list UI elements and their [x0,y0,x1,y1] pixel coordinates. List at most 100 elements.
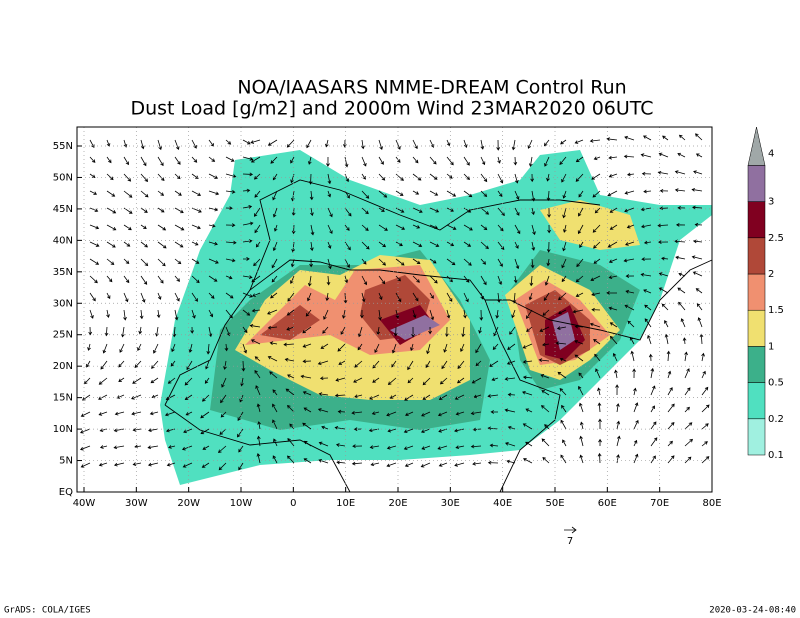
wind-arrow [242,172,254,177]
wind-arrow [547,207,551,218]
wind-arrow [562,207,567,219]
lat-label: 50N [53,172,73,183]
wind-arrow [102,343,108,354]
wind-arrow [667,455,675,464]
wind-arrow [206,343,211,355]
wind-arrow [624,304,635,311]
wind-arrow [361,258,367,265]
lon-label: 20E [388,498,407,509]
wind-arrow [242,309,251,316]
wind-arrow [283,342,295,347]
wind-arrow [191,292,198,302]
wind-arrow [218,445,227,454]
wind-arrow [225,258,236,263]
wind-arrow [623,258,635,263]
wind-arrow [341,309,346,319]
wind-arrow [186,360,193,371]
wind-arrow [616,435,621,447]
colorbar-label: 4 [768,148,774,159]
colorbar-segment [747,418,766,456]
reference-arrow [564,526,577,534]
wind-arrow [256,453,261,464]
wind-arrow [597,402,602,413]
wind-arrow [429,156,437,165]
wind-arrow [650,385,656,396]
wind-arrow [607,190,618,197]
wind-arrow [132,377,142,384]
wind-arrow [678,134,686,141]
wind-arrow [429,309,435,321]
wind-arrow [594,207,601,214]
wind-arrow [204,377,210,384]
wind-arrow [361,292,366,303]
wind-arrow [404,462,414,467]
colorbar-label: 1 [768,341,774,352]
wind-arrow [200,428,210,435]
wind-arrow [191,258,200,264]
wind-arrow [650,437,658,447]
wind-arrow [446,190,457,197]
wind-arrow [547,224,552,234]
wind-arrow [353,377,363,383]
wind-arrow [322,326,329,334]
wind-arrow [616,454,620,464]
wind-arrow [609,224,618,230]
wind-arrow [267,325,278,330]
wind-arrow [327,207,333,218]
wind-arrow [157,224,167,231]
wind-arrow [208,223,216,228]
wind-arrow [591,307,601,312]
wind-arrow [386,462,397,468]
wind-arrow [391,343,397,354]
wind-arrow [354,394,363,399]
wind-arrow [337,343,346,352]
wind-arrow [327,173,332,185]
wind-arrow [429,207,440,213]
wind-arrow [361,139,365,150]
wind-arrow [157,258,166,267]
wind-arrow [659,206,669,211]
wind-arrow [220,394,227,404]
wind-arrow [165,394,176,401]
wind-arrow [579,454,584,464]
wind-arrow [323,309,329,320]
wind-arrow [251,308,261,313]
wind-arrow [119,343,125,353]
wind-arrow [395,292,402,303]
wind-arrow [89,190,98,195]
wind-arrow [574,339,584,345]
wind-arrow [478,326,482,334]
wind-arrow [606,291,618,295]
wind-arrow [562,190,567,199]
wind-arrow [351,410,363,415]
wind-arrow [572,309,584,314]
wind-arrow [658,152,669,158]
wind-arrow [684,351,688,362]
wind-arrow [640,207,652,212]
wind-arrow [420,428,431,434]
wind-arrow [80,462,91,468]
wind-arrow [225,240,237,245]
wind-arrow [254,190,261,198]
wind-arrow [559,156,567,165]
wind-arrow [701,441,708,447]
wind-arrow [378,190,388,198]
wind-arrow [354,360,363,368]
wind-arrow [463,275,470,283]
wind-arrow [157,275,164,284]
wind-arrow [695,288,703,294]
wind-arrow [412,156,419,164]
wind-arrow [412,139,418,150]
wind-arrow [378,258,386,266]
wind-arrow [531,241,536,251]
wind-arrow [191,309,196,319]
wind-arrow [421,411,431,417]
wind-arrow [523,458,533,464]
wind-arrow [98,377,108,385]
wind-arrow [89,292,96,302]
wind-arrow [151,360,159,369]
wind-arrow [327,224,333,235]
wind-arrow [89,224,100,230]
wind-arrow [289,275,295,285]
wind-arrow [387,377,397,386]
